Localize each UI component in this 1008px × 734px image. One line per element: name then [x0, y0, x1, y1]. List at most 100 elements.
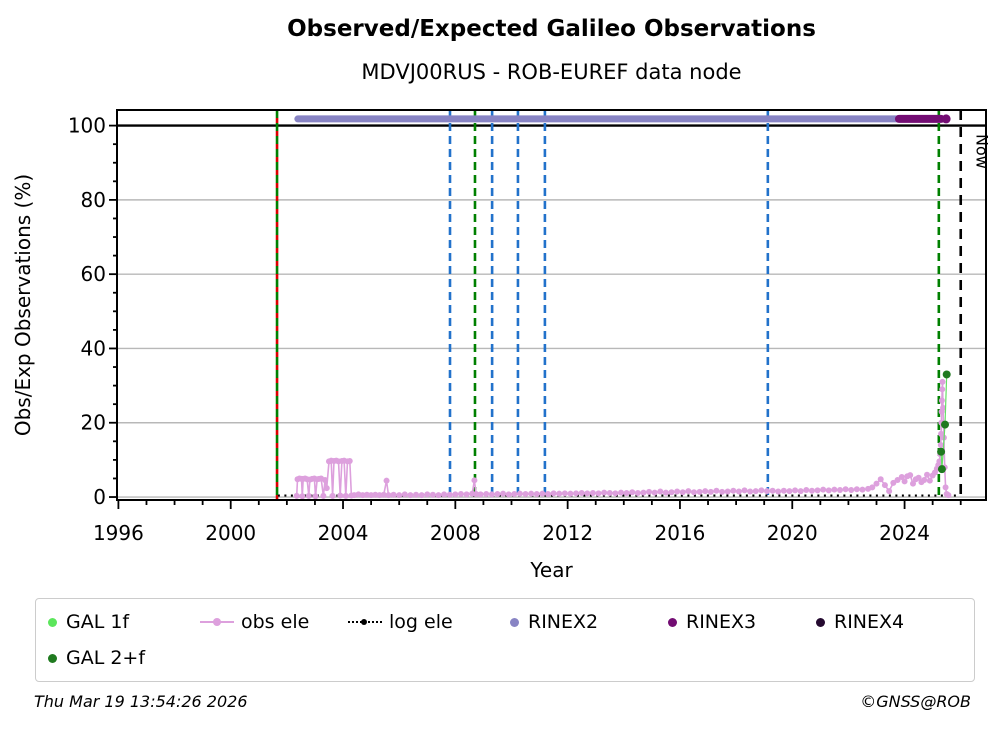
y-axis-label: Obs/Exp Observations (%) — [11, 174, 35, 436]
obs-ele-marker — [668, 489, 675, 496]
obs-ele-marker — [337, 492, 344, 499]
legend-item-log-ele: log ele — [348, 611, 510, 633]
obs-ele-marker — [424, 491, 431, 498]
obs-ele-marker — [758, 487, 765, 494]
y-tick-label: 0 — [93, 485, 106, 509]
obs-ele-marker — [634, 489, 641, 496]
obs-ele-marker — [401, 491, 408, 498]
obs-ele-marker — [550, 490, 557, 497]
obs-ele-marker — [623, 489, 630, 496]
obs-ele-marker — [646, 488, 653, 495]
obs-ele-marker — [463, 491, 470, 498]
y-tick-label: 100 — [68, 114, 106, 138]
x-tick-label: 2016 — [655, 521, 706, 545]
obs-ele-marker — [803, 486, 810, 493]
x-tick-label: 1996 — [93, 521, 144, 545]
obs-ele-marker — [724, 488, 731, 495]
obs-ele-marker — [769, 487, 776, 494]
x-tick-label: 2008 — [430, 521, 481, 545]
obs-ele-marker — [539, 490, 546, 497]
x-axis-label: Year — [529, 558, 573, 582]
obs-ele-marker — [825, 487, 832, 494]
obs-ele-marker — [901, 478, 908, 485]
obs-ele-marker — [601, 489, 608, 496]
obs-ele-marker — [685, 488, 692, 495]
legend-item-gal-1f: GAL 1f — [48, 611, 200, 633]
copyright: ©GNSS@ROB — [860, 692, 971, 711]
rinex-dot-rinex3 — [941, 114, 951, 124]
obs-ele-marker — [561, 490, 568, 497]
legend-marker-dot-icon — [510, 617, 519, 627]
obs-ele-marker — [945, 492, 952, 499]
obs-ele-marker — [312, 493, 319, 500]
legend-label: obs ele — [241, 611, 310, 633]
legend-label: RINEX4 — [834, 611, 905, 633]
y-tick-label: 20 — [81, 411, 106, 435]
obs-ele-marker — [937, 442, 944, 449]
obs-ele-marker — [926, 477, 933, 484]
gal-1f-line — [940, 374, 948, 470]
gal-2f-marker — [937, 447, 946, 456]
obs-ele-marker — [924, 471, 931, 478]
obs-ele-marker — [780, 487, 787, 494]
obs-ele-line — [295, 381, 949, 497]
obs-ele-marker — [578, 489, 585, 496]
obs-ele-marker — [797, 488, 804, 495]
obs-ele-marker — [942, 484, 949, 491]
obs-ele-marker — [881, 482, 888, 489]
legend-row: GAL 1f obs ele log ele RINEX2 RINEX3 RINEX4 — [48, 607, 962, 637]
obs-ele-marker — [907, 472, 914, 479]
obs-ele-marker — [418, 492, 425, 499]
obs-ele-marker — [533, 491, 540, 498]
obs-ele-marker — [629, 489, 636, 496]
legend-marker-dotted-line-icon — [348, 617, 382, 627]
obs-ele-marker — [429, 491, 436, 498]
obs-ele-marker — [939, 378, 946, 385]
obs-ele-marker — [890, 479, 897, 486]
obs-ele-marker — [820, 486, 827, 493]
gal-2f-marker — [941, 420, 950, 429]
obs-ele-marker — [567, 490, 574, 497]
legend-item-gal-2-f: GAL 2+f — [48, 647, 200, 669]
obs-ele-marker — [511, 491, 518, 498]
legend-marker-line-icon — [200, 617, 234, 627]
obs-ele-marker — [528, 490, 535, 497]
obs-ele-marker — [775, 488, 782, 495]
obs-ele-marker — [662, 489, 669, 496]
obs-ele-marker — [702, 488, 709, 495]
obs-ele-marker — [584, 490, 591, 497]
obs-ele-marker — [457, 491, 464, 498]
legend-marker-dot-icon — [48, 617, 57, 627]
x-tick-label: 2012 — [542, 521, 593, 545]
obs-ele-marker — [473, 491, 480, 498]
legend-item-rinex3: RINEX3 — [668, 611, 816, 633]
obs-ele-marker — [483, 491, 490, 498]
legend-marker-knob — [213, 618, 221, 626]
obs-ele-marker — [505, 491, 512, 498]
legend-label: GAL 1f — [66, 611, 130, 633]
obs-ele-marker — [595, 490, 602, 497]
obs-ele-marker — [814, 487, 821, 494]
obs-ele-marker — [894, 476, 901, 483]
obs-ele-marker — [848, 486, 855, 493]
x-tick-label: 2000 — [205, 521, 256, 545]
obs-ele-marker — [696, 488, 703, 495]
obs-ele-marker — [556, 490, 563, 497]
legend-marker-dot-icon — [48, 653, 57, 663]
legend-marker-dot-icon — [816, 617, 825, 627]
chart-title: Observed/Expected Galileo Observations — [287, 16, 816, 42]
obs-ele-marker — [853, 486, 860, 493]
obs-ele-marker — [842, 486, 849, 493]
legend-label: RINEX3 — [686, 611, 757, 633]
obs-ele-marker — [322, 476, 329, 483]
obs-ele-marker — [730, 487, 737, 494]
obs-ele-marker — [735, 488, 742, 495]
obs-ele-marker — [741, 487, 748, 494]
obs-ele-marker — [719, 488, 726, 495]
obs-ele-marker — [752, 488, 759, 495]
obs-ele-marker — [651, 489, 658, 496]
obs-ele-marker — [886, 488, 893, 495]
y-tick-label: 80 — [81, 188, 106, 212]
obs-ele-marker — [413, 491, 420, 498]
obs-ele-marker — [674, 488, 681, 495]
